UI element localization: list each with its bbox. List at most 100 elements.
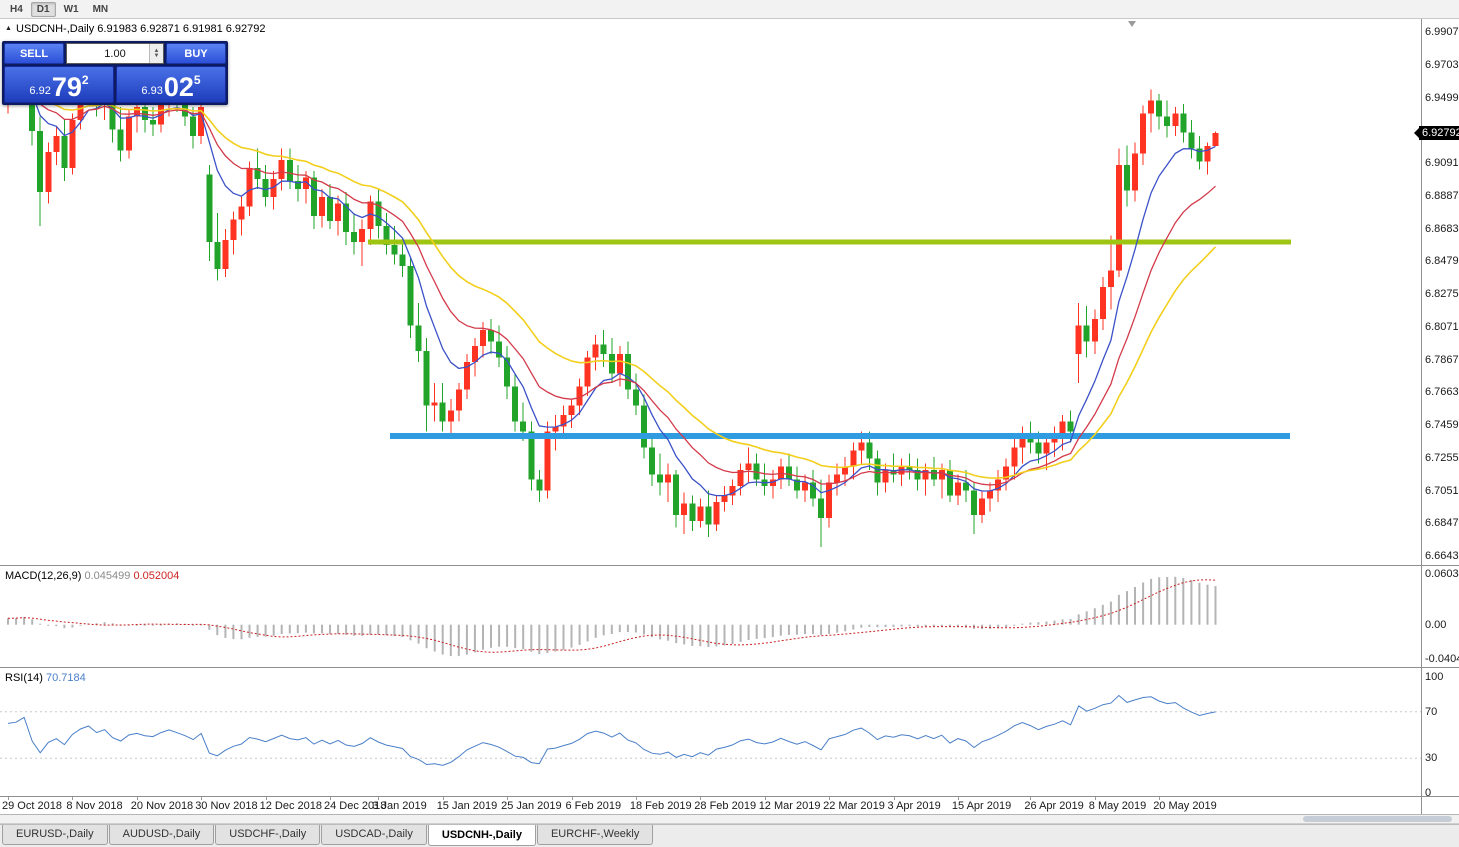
spinner-down-icon[interactable]: ▼ (153, 52, 160, 59)
chart-symbol-label: USDCNH-,Daily (16, 23, 95, 35)
date-axis-label: 3 Apr 2019 (887, 800, 941, 812)
rsi-axis-label: 0 (1425, 787, 1432, 797)
price-axis-label: 6.97030 (1425, 58, 1459, 71)
volume-input[interactable]: 1.00 ▲ ▼ (66, 43, 164, 64)
price-axis-label: 6.70510 (1425, 484, 1459, 497)
chart-tab-eurusd-daily[interactable]: EURUSD-,Daily (2, 825, 108, 845)
chart-horizontal-scrollbar[interactable] (0, 815, 1459, 824)
macd-name: MACD(12,26,9) (5, 570, 82, 582)
chart-header: USDCNH-,Daily 6.91983 6.92871 6.91981 6.… (16, 23, 266, 35)
resistance-line (368, 239, 1291, 245)
chart-tab-usdchf-daily[interactable]: USDCHF-,Daily (215, 825, 321, 845)
one-click-trading-panel: SELL 1.00 ▲ ▼ BUY 6.92 79 2 6.93 (2, 41, 228, 105)
timeframe-button-h4[interactable]: H4 (10, 3, 23, 15)
date-tick (893, 797, 895, 800)
date-axis-label: 15 Jan 2019 (436, 800, 498, 812)
spinner-up-icon[interactable]: ▲ (153, 47, 160, 54)
date-axis-label: 20 May 2019 (1153, 800, 1217, 812)
price-axis[interactable]: 6.99070 6.97030 6.94990 6.90910 6.88870 6.868… (1421, 19, 1459, 565)
main-chart-pane[interactable]: ▲ USDCNH-,Daily 6.91983 6.92871 6.91981 … (0, 19, 1459, 566)
date-tick (201, 797, 203, 800)
date-tick (265, 797, 267, 800)
date-tick (8, 797, 9, 800)
date-axis-label: 3 Jan 2019 (372, 800, 427, 812)
sell-button[interactable]: SELL (4, 43, 64, 64)
bid-price-button[interactable]: 6.92 79 2 (4, 66, 114, 103)
timeframe-button-d1[interactable]: D1 (30, 1, 56, 17)
date-tick (1030, 797, 1032, 800)
timeframe-button-w1[interactable]: W1 (63, 3, 79, 15)
date-axis-label: 22 Mar 2019 (823, 800, 885, 812)
date-axis-label: 6 Feb 2019 (565, 800, 622, 812)
date-tick (764, 797, 766, 800)
rsi-axis-label: 70 (1425, 705, 1438, 718)
axis-corner (1421, 797, 1459, 814)
date-tick (72, 797, 74, 800)
date-tick (1094, 797, 1096, 800)
ask-price-button[interactable]: 6.93 02 5 (116, 66, 226, 103)
date-tick (700, 797, 702, 800)
one-click-collapse-icon[interactable]: ▲ (5, 25, 12, 32)
rsi-header: RSI(14) 70.7184 (5, 672, 86, 684)
price-axis-label: 6.90910 (1425, 157, 1459, 169)
macd-axis[interactable]: 0.060342 0.00 -0.040410 (1421, 566, 1459, 667)
price-axis-label: 6.88870 (1425, 189, 1459, 202)
bid-price-big: 79 (51, 72, 82, 103)
date-tick (442, 797, 444, 800)
price-axis-label: 6.78670 (1425, 353, 1459, 366)
date-axis-label: 24 Dec 2018 (324, 800, 387, 812)
macd-chart[interactable] (0, 566, 1421, 667)
date-axis-label: 20 Nov 2018 (130, 800, 194, 812)
chart-tab-eurchf-weekly[interactable]: EURCHF-,Weekly (536, 825, 654, 845)
rsi-chart[interactable] (0, 668, 1421, 796)
chart-window: ▲ USDCNH-,Daily 6.91983 6.92871 6.91981 … (0, 19, 1459, 824)
support-line (390, 433, 1290, 440)
bid-price-pip: 2 (81, 73, 89, 87)
price-axis-label: 6.82750 (1425, 288, 1459, 300)
date-axis-label: 8 May 2019 (1088, 800, 1147, 812)
price-axis-label: 6.68470 (1425, 517, 1459, 530)
macd-value-signal: 0.052004 (133, 570, 180, 582)
macd-value-main: 0.045499 (84, 570, 131, 582)
date-axis-label: 12 Dec 2018 (259, 800, 322, 812)
date-axis-label: 25 Jan 2019 (501, 800, 562, 812)
ask-price-big: 02 (163, 72, 194, 103)
date-tick (378, 797, 380, 800)
date-axis-label: 15 Apr 2019 (951, 800, 1012, 812)
timeframe-button-mn[interactable]: MN (92, 3, 109, 15)
bid-price-small: 6.92 (29, 85, 51, 97)
chart-tab-usdcad-daily[interactable]: USDCAD-,Daily (321, 825, 427, 845)
date-tick (571, 797, 573, 800)
ask-price-pip: 5 (193, 73, 201, 87)
current-price-tag: 6.92792 (1414, 125, 1459, 140)
medium-ma (7, 86, 1216, 486)
rsi-axis-label: 100 (1425, 671, 1444, 683)
macd-axis-label: 0.00 (1425, 618, 1447, 631)
date-axis[interactable]: 29 Oct 2018 8 Nov 2018 20 Nov 2018 30 Nov 2… (0, 797, 1459, 815)
date-tick (635, 797, 637, 800)
rsi-pane[interactable]: RSI(14) 70.7184 100 70 30 0 (0, 668, 1459, 797)
date-tick (957, 797, 959, 800)
price-axis-label: 6.94990 (1425, 91, 1459, 104)
chart-tab-usdcnh-daily[interactable]: USDCNH-,Daily (427, 825, 536, 846)
price-axis-label: 6.86830 (1425, 222, 1459, 235)
date-axis-label: 30 Nov 2018 (195, 800, 258, 812)
date-axis-label: 12 Mar 2019 (758, 800, 821, 812)
date-axis-label: 28 Feb 2019 (694, 800, 757, 812)
date-tick (829, 797, 831, 800)
scrollbar-thumb[interactable] (1303, 816, 1452, 822)
macd-pane[interactable]: MACD(12,26,9) 0.045499 0.052004 0.060342… (0, 566, 1459, 668)
date-tick (1159, 797, 1161, 800)
date-axis-label: 18 Feb 2019 (629, 800, 692, 812)
price-axis-label: 6.74590 (1425, 419, 1459, 431)
buy-button[interactable]: BUY (166, 43, 226, 64)
chart-tab-audusd-daily[interactable]: AUDUSD-,Daily (108, 825, 215, 845)
price-axis-label: 6.99070 (1425, 26, 1459, 38)
chart-tab-bar: EURUSD-,Daily AUDUSD-,Daily USDCHF-,Daily U… (0, 824, 1459, 847)
macd-axis-label: 0.060342 (1425, 568, 1459, 581)
rsi-name: RSI(14) (5, 672, 43, 684)
chart-ohlc-values: 6.91983 6.92871 6.91981 6.92792 (97, 23, 266, 35)
ask-price-small: 6.93 (141, 85, 163, 97)
rsi-axis[interactable]: 100 70 30 0 (1421, 668, 1459, 796)
volume-spinner[interactable]: ▲ ▼ (149, 44, 163, 63)
